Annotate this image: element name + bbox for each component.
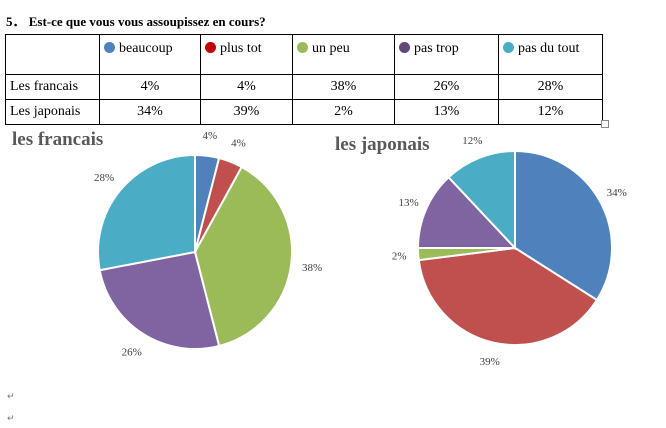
header-cell-plus-tot: plus tot (200, 34, 293, 75)
table-cell: 26% (394, 74, 499, 100)
survey-table: beaucoup plus tot un peu pas trop pas du… (5, 34, 603, 125)
pie-slice-pas-trop (98, 250, 221, 350)
paragraph-mark-icon: ↵ (7, 414, 15, 424)
pie-data-label: 12% (462, 135, 482, 147)
pie-data-label: 26% (122, 347, 142, 359)
header-empty-cell (5, 34, 100, 75)
table-cell: 13% (394, 99, 499, 125)
column-label: beaucoup (119, 41, 173, 56)
table-resize-handle[interactable] (601, 120, 609, 128)
row-label: Les japonais (5, 99, 100, 125)
pie-data-label: 28% (94, 172, 114, 184)
legend-dot-icon (205, 42, 216, 53)
pie-slice-pas-du-tout (97, 153, 196, 272)
paragraph-mark-icon: ↵ (7, 392, 15, 402)
table-header-row: beaucoup plus tot un peu pas trop pas du… (5, 34, 603, 75)
legend-dot-icon (104, 42, 115, 53)
header-cell-pas-du-tout: pas du tout (498, 34, 603, 75)
pie-slice-pas-du-tout (447, 149, 516, 251)
pie-data-label: 39% (480, 356, 500, 368)
pie-data-label: 4% (202, 130, 217, 142)
legend-dot-icon (503, 42, 514, 53)
legend-dot-icon (399, 42, 410, 53)
table-cell: 39% (200, 99, 293, 125)
header-cell-pas-trop: pas trop (394, 34, 499, 75)
pie-data-label: 2% (392, 250, 407, 262)
pie-data-label: 34% (607, 187, 627, 199)
column-label: pas du tout (518, 41, 580, 56)
column-label: un peu (312, 41, 350, 56)
pie-slice-un-peu (193, 165, 293, 348)
table-cell: 12% (498, 99, 603, 125)
pie-data-label: 4% (231, 137, 246, 149)
table-cell: 4% (99, 74, 201, 100)
table-cell: 34% (99, 99, 201, 125)
table-cell: 2% (292, 99, 395, 125)
pie-data-label: 38% (302, 262, 322, 274)
pie-data-label: 13% (398, 197, 418, 209)
legend-dot-icon (297, 42, 308, 53)
header-cell-un-peu: un peu (292, 34, 395, 75)
header-cell-beaucoup: beaucoup (99, 34, 201, 75)
pie-slice-pas-trop (416, 175, 518, 249)
chart-title-japonais: les japonais (335, 134, 430, 155)
pie-slice-plus-tot (417, 246, 599, 346)
column-label: plus tot (220, 41, 262, 56)
row-label: Les francais (5, 74, 100, 100)
chart-title-francais: les francais (12, 129, 104, 150)
question-heading: 5． Est-ce que vous vous assoupissez en c… (6, 14, 266, 29)
table-row-japonais: Les japonais 34% 39% 2% 13% 12% (5, 99, 603, 125)
column-label: pas trop (414, 41, 459, 56)
table-cell: 28% (498, 74, 603, 100)
table-cell: 38% (292, 74, 395, 100)
